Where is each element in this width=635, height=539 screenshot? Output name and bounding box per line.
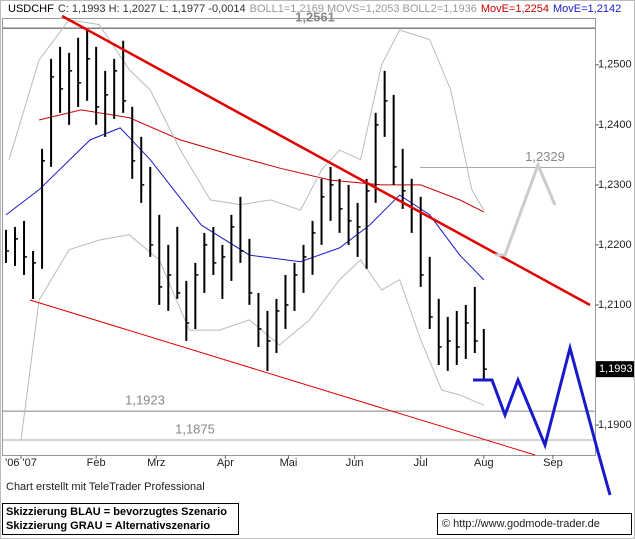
y-tick-label: 1,2300 [598,179,632,191]
y-tick-label: 1,1900 [598,419,632,431]
legend-gray: Skizzierung GRAU = Alternativszenario [6,520,210,532]
credit: Chart erstellt mit TeleTrader Profession… [6,481,205,493]
indicator-line [38,109,485,213]
x-tick-label: Sep [543,457,563,469]
header-part: BOLL1=1,2169 MOVS=1,2053 BOLL2=1,1936 [250,3,477,15]
source-box [437,513,632,535]
gray-scenario [495,160,557,257]
x-tick-label: Mai [280,457,298,469]
legend-blue: Skizzierung BLAU = bevorzugtes Szenario [6,506,227,518]
indicator-line [20,234,485,441]
header-part: MovE=1,2254 [481,3,549,15]
x-tick-label: '06 '07 [5,457,37,469]
level-label: 1,2329 [525,149,565,164]
indicator-line [8,19,485,211]
last-price-box [596,361,634,378]
x-tick-label: Jul [414,457,428,469]
y-tick-label: 1,2100 [598,299,632,311]
level-label: 1,1923 [125,393,165,408]
source: © http://www.godmode-trader.de [442,518,600,530]
legend-box [2,503,239,535]
x-tick-label: Apr [217,457,234,469]
header-part: C: 1,1993 H: 1,2027 L: 1,1977 -0,0014 [58,3,246,15]
header-part: USDCHF [8,3,54,15]
last-price-label: 1,1993 [599,363,633,375]
x-tick-label: Jun [346,457,364,469]
plot-frame [2,18,596,456]
plot-marks [3,19,595,441]
support-trendline [29,299,536,456]
level-label: 1,1875 [175,421,215,436]
indicator-line [5,127,485,281]
x-tick-label: Aug [474,457,494,469]
y-tick-label: 1,2200 [598,239,632,251]
blue-scenario [473,342,612,496]
header-part: MovE=1,2142 [553,3,621,15]
chart-header: USDCHF C: 1,1993 H: 1,2027 L: 1,1977 -0,0… [8,3,621,15]
y-tick-label: 1,2500 [598,59,632,71]
y-tick-label: 1,2400 [598,119,632,131]
x-tick-label: Mrz [147,457,165,469]
x-tick-label: Feb [87,457,106,469]
resistance-trendline [61,14,591,307]
level-label: 1,2561 [295,10,335,25]
